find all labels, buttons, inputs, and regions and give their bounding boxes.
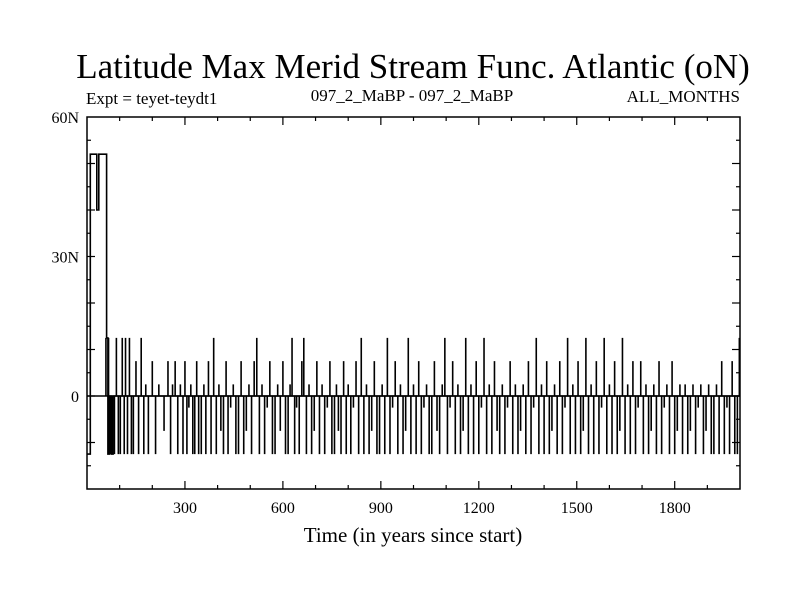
x-axis-ticks: 300 600 900 1200 1500 1800 — [119, 117, 708, 517]
subtitle-months: ALL_MONTHS — [627, 87, 740, 106]
y-axis-ticks: 0 30N 60N — [51, 110, 740, 467]
chart-title: Latitude Max Merid Stream Func. Atlantic… — [76, 47, 750, 86]
y-tick-label: 60N — [51, 110, 79, 127]
x-axis-label: Time (in years since start) — [304, 523, 523, 547]
x-tick-label: 1500 — [561, 500, 593, 517]
plot-frame — [86, 116, 741, 490]
series-line-0 — [87, 153, 740, 455]
x-tick-label: 600 — [271, 500, 295, 517]
x-tick-label: 300 — [173, 500, 197, 517]
y-tick-label: 0 — [71, 389, 79, 406]
series-line-group — [87, 153, 741, 455]
subtitle-experiment: Expt = teyet-teydt1 — [86, 89, 217, 108]
y-tick-label: 30N — [51, 250, 79, 267]
x-tick-label: 1800 — [659, 500, 691, 517]
subtitle-run-ids: 097_2_MaBP - 097_2_MaBP — [311, 86, 513, 105]
x-tick-label: 1200 — [463, 500, 495, 517]
x-tick-label: 900 — [369, 500, 393, 517]
